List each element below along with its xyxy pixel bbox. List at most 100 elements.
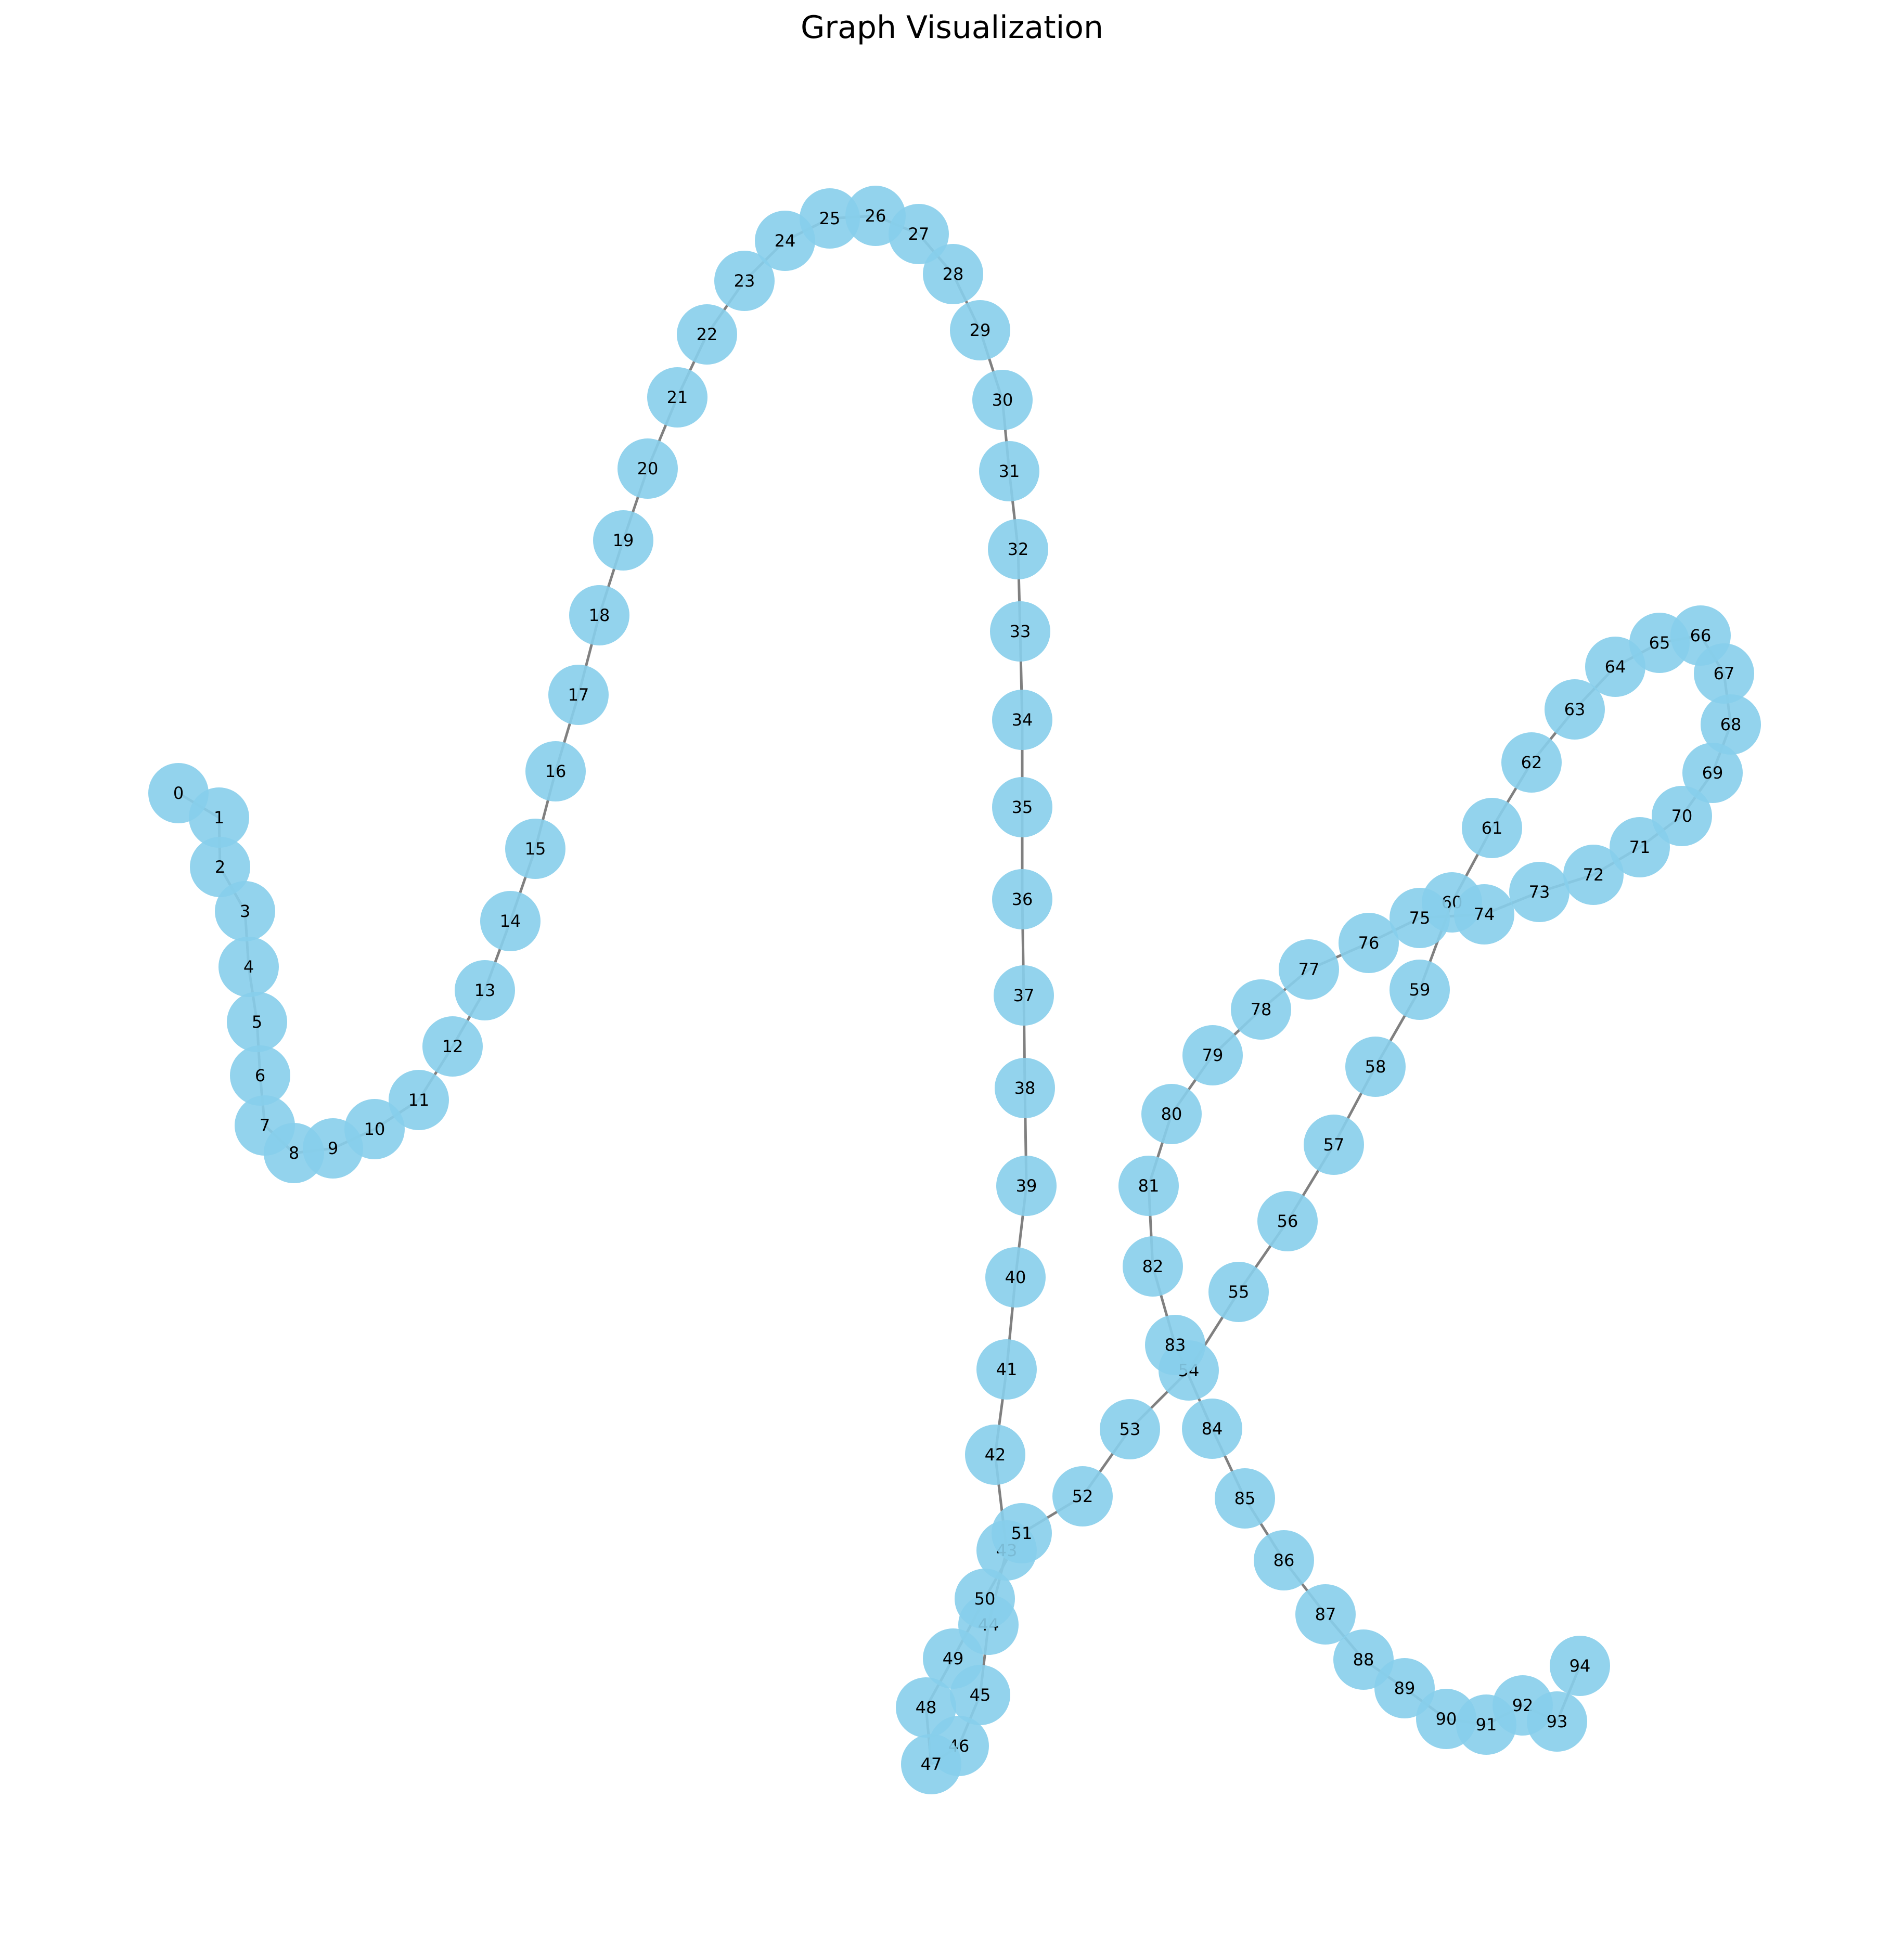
node-19: 19	[593, 510, 653, 571]
node-circle-81	[1118, 1156, 1179, 1216]
node-circle-75	[1390, 888, 1450, 948]
node-circle-83	[1145, 1315, 1205, 1375]
node-label-90: 90	[1436, 1709, 1457, 1729]
node-label-84: 84	[1202, 1419, 1223, 1439]
node-6: 6	[230, 1045, 290, 1106]
node-circle-76	[1339, 913, 1399, 973]
node-circle-31	[979, 441, 1039, 501]
node-label-64: 64	[1605, 657, 1626, 677]
node-circle-21	[647, 367, 707, 428]
node-label-49: 49	[943, 1649, 964, 1668]
node-circle-51	[992, 1503, 1052, 1563]
node-70: 70	[1652, 786, 1712, 846]
node-4: 4	[218, 937, 279, 997]
node-circle-72	[1563, 845, 1624, 905]
node-label-89: 89	[1394, 1678, 1416, 1698]
node-label-23: 23	[734, 271, 755, 291]
node-label-74: 74	[1474, 904, 1495, 924]
node-circle-24	[755, 211, 815, 271]
node-label-21: 21	[667, 387, 688, 407]
node-label-71: 71	[1629, 837, 1651, 857]
node-circle-64	[1585, 637, 1645, 697]
node-circle-89	[1374, 1658, 1435, 1718]
node-label-68: 68	[1720, 715, 1742, 734]
node-circle-40	[985, 1247, 1046, 1308]
node-32: 32	[988, 519, 1048, 579]
node-55: 55	[1208, 1262, 1269, 1322]
node-label-45: 45	[970, 1685, 991, 1705]
node-24: 24	[755, 211, 815, 271]
node-34: 34	[992, 690, 1052, 750]
node-circle-59	[1390, 960, 1450, 1020]
node-86: 86	[1254, 1530, 1314, 1590]
node-circle-13	[455, 960, 515, 1020]
node-label-56: 56	[1277, 1211, 1298, 1231]
node-circle-30	[972, 370, 1033, 430]
node-circle-3	[215, 881, 275, 941]
node-circle-33	[990, 601, 1050, 662]
node-label-3: 3	[240, 901, 250, 921]
node-label-11: 11	[408, 1090, 430, 1110]
node-circle-50	[955, 1569, 1015, 1629]
node-label-81: 81	[1138, 1176, 1160, 1196]
node-label-16: 16	[545, 761, 567, 781]
node-29: 29	[950, 300, 1010, 360]
node-74: 74	[1454, 884, 1514, 944]
node-label-14: 14	[500, 911, 521, 931]
node-label-52: 52	[1072, 1486, 1093, 1506]
node-85: 85	[1215, 1468, 1275, 1529]
node-label-76: 76	[1358, 933, 1380, 953]
node-circle-69	[1682, 743, 1743, 803]
node-61: 61	[1462, 798, 1522, 858]
node-label-47: 47	[921, 1754, 942, 1774]
node-circle-56	[1257, 1191, 1318, 1251]
node-23: 23	[714, 251, 775, 311]
node-label-19: 19	[613, 530, 634, 550]
node-label-37: 37	[1013, 986, 1035, 1005]
node-circle-79	[1182, 1025, 1243, 1085]
node-circle-16	[525, 741, 586, 801]
node-circle-85	[1215, 1468, 1275, 1529]
node-79: 79	[1182, 1025, 1243, 1085]
node-label-63: 63	[1564, 700, 1586, 719]
node-circle-67	[1694, 643, 1754, 704]
node-label-58: 58	[1365, 1057, 1386, 1077]
node-circle-25	[800, 188, 860, 249]
node-circle-71	[1610, 817, 1670, 877]
node-circle-55	[1208, 1262, 1269, 1322]
node-circle-15	[505, 819, 565, 879]
node-11: 11	[389, 1070, 449, 1130]
node-circle-80	[1141, 1084, 1202, 1144]
node-label-26: 26	[865, 206, 886, 226]
node-label-9: 9	[328, 1138, 338, 1158]
node-label-79: 79	[1202, 1045, 1224, 1065]
node-circle-82	[1123, 1236, 1183, 1297]
node-57: 57	[1304, 1115, 1364, 1175]
node-label-51: 51	[1011, 1523, 1033, 1543]
node-label-93: 93	[1547, 1712, 1568, 1731]
node-22: 22	[677, 304, 737, 365]
node-circle-62	[1501, 732, 1562, 793]
node-48: 48	[896, 1677, 956, 1738]
edge-layer	[177, 214, 1732, 1766]
node-circle-77	[1279, 939, 1339, 1000]
node-82: 82	[1123, 1236, 1183, 1297]
node-84: 84	[1182, 1399, 1242, 1459]
node-80: 80	[1141, 1084, 1202, 1144]
node-label-41: 41	[996, 1360, 1018, 1379]
node-label-7: 7	[260, 1116, 270, 1135]
node-circle-20	[617, 438, 678, 499]
node-label-83: 83	[1165, 1335, 1186, 1355]
node-label-1: 1	[214, 808, 224, 827]
node-label-12: 12	[442, 1037, 464, 1056]
node-label-77: 77	[1298, 960, 1320, 979]
node-circle-22	[677, 304, 737, 365]
node-20: 20	[617, 438, 678, 499]
node-circle-1	[189, 787, 249, 848]
node-label-82: 82	[1142, 1257, 1164, 1276]
node-21: 21	[647, 367, 707, 428]
node-label-0: 0	[173, 783, 184, 803]
node-label-39: 39	[1016, 1176, 1037, 1196]
